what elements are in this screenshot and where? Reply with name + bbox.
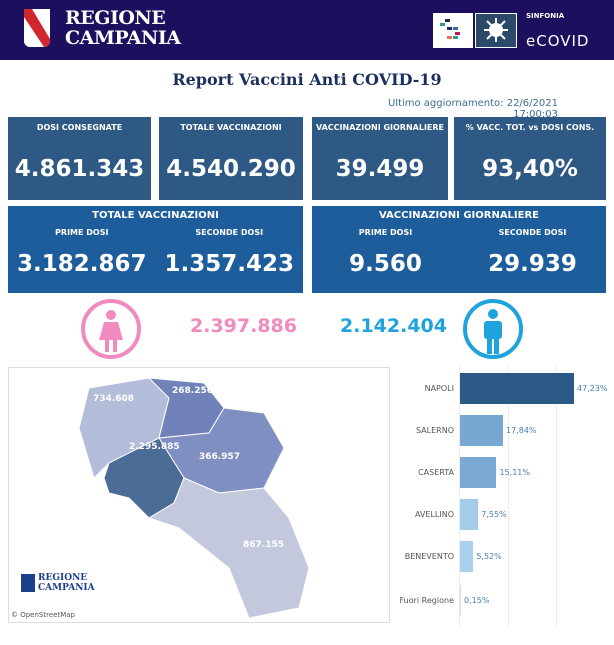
grid-line xyxy=(459,365,460,627)
sinfonia-logo-icon xyxy=(433,13,473,48)
campania-crest-icon xyxy=(24,9,50,47)
region-name: REGIONE xyxy=(65,7,166,29)
bar-caserta[interactable] xyxy=(460,457,497,488)
card-label: % VACC. TOT. vs DOSI CONS. xyxy=(465,123,595,132)
female-icon xyxy=(80,298,142,364)
card-label: TOTALE VACCINAZIONI xyxy=(180,123,282,132)
bar-avellino[interactable] xyxy=(460,499,479,530)
last-update: Ultimo aggiornamento: 22/6/2021 17:00:03 xyxy=(387,98,558,120)
seconde-value: 29.939 xyxy=(488,251,577,277)
card-percent-vacc: % VACC. TOT. vs DOSI CONS. 93,40% xyxy=(454,117,606,200)
card-label: VACCINAZIONI GIORNALIERE xyxy=(315,123,445,132)
bar-label: NAPOLI xyxy=(424,384,454,393)
male-icon xyxy=(462,298,524,364)
bar-label: SALERNO xyxy=(415,426,454,435)
card-dosi-consegnate: DOSI CONSEGNATE 4.861.343 xyxy=(8,117,151,200)
province-map[interactable]: 734.608 268.256 366.957 2.295.885 867.15… xyxy=(8,367,390,623)
bar-value: 7,55% xyxy=(481,510,507,519)
vaccinazioni-giornaliere-panel: VACCINAZIONI GIORNALIERE PRIME DOSI 9.560… xyxy=(312,206,606,293)
region-name-2: CAMPANIA xyxy=(65,27,181,49)
card-totale-vaccinazioni: TOTALE VACCINAZIONI 4.540.290 xyxy=(159,117,303,200)
male-total: 2.142.404 xyxy=(340,315,447,337)
bar-value: 15,11% xyxy=(499,468,530,477)
bar-label: AVELLINO xyxy=(414,510,454,519)
card-vaccinazioni-giornaliere: VACCINAZIONI GIORNALIERE 39.499 xyxy=(312,117,448,200)
bar-value: 5,52% xyxy=(476,552,502,561)
prime-label: PRIME DOSI xyxy=(358,228,413,237)
bar-fuori-regione[interactable] xyxy=(460,585,461,616)
map-label-napoli: 2.295.885 xyxy=(129,442,180,452)
card-label: DOSI CONSEGNATE xyxy=(36,123,123,132)
brand-small: SINFONIA xyxy=(526,12,565,20)
bar-salerno[interactable] xyxy=(460,415,504,446)
seconde-label: SECONDE DOSI xyxy=(195,228,264,237)
card-value: 93,40% xyxy=(482,156,578,182)
map-credit[interactable]: © OpenStreetMap xyxy=(11,611,75,619)
bar-label: BENEVENTO xyxy=(404,552,454,561)
virus-logo-icon xyxy=(475,13,517,48)
map-label-caserta: 734.608 xyxy=(93,394,134,404)
seconde-label: SECONDE DOSI xyxy=(498,228,567,237)
bar-napoli[interactable] xyxy=(460,373,574,404)
page-title: Report Vaccini Anti COVID-19 xyxy=(172,70,442,89)
panel-title: VACCINAZIONI GIORNALIERE xyxy=(378,210,540,221)
bar-benevento[interactable] xyxy=(460,541,474,572)
grid-line xyxy=(556,365,557,627)
map-label-avellino: 366.957 xyxy=(199,452,240,462)
map-salerno xyxy=(147,477,310,619)
prime-value: 3.182.867 xyxy=(17,251,147,277)
bar-value: 0,15% xyxy=(464,596,490,605)
card-value: 4.861.343 xyxy=(14,156,145,182)
map-logo-text: REGIONE xyxy=(38,573,88,583)
header-bar: REGIONE CAMPANIA SINFONIA eCOVID xyxy=(0,0,614,60)
prime-label: PRIME DOSI xyxy=(55,228,109,237)
female-total: 2.397.886 xyxy=(190,315,297,337)
map-label-salerno: 867.155 xyxy=(243,540,284,550)
grid-line xyxy=(508,365,509,627)
seconde-value: 1.357.423 xyxy=(164,251,295,277)
region-logo-icon xyxy=(21,574,35,592)
map-label-benevento: 268.256 xyxy=(172,386,213,396)
card-value: 4.540.290 xyxy=(166,156,296,182)
brand-big: eCOVID xyxy=(526,32,590,50)
bar-value: 17,84% xyxy=(506,426,537,435)
card-value: 39.499 xyxy=(335,156,425,182)
prime-value: 9.560 xyxy=(349,251,422,277)
bar-label: Fuori Regione xyxy=(399,596,455,605)
panel-title: TOTALE VACCINAZIONI xyxy=(92,210,219,221)
bar-value: 47,23% xyxy=(577,384,608,393)
map-logo-text-2: CAMPANIA xyxy=(38,583,95,593)
totale-vaccinazioni-panel: TOTALE VACCINAZIONI PRIME DOSI 3.182.867 … xyxy=(8,206,303,293)
bar-label: CASERTA xyxy=(418,468,454,477)
